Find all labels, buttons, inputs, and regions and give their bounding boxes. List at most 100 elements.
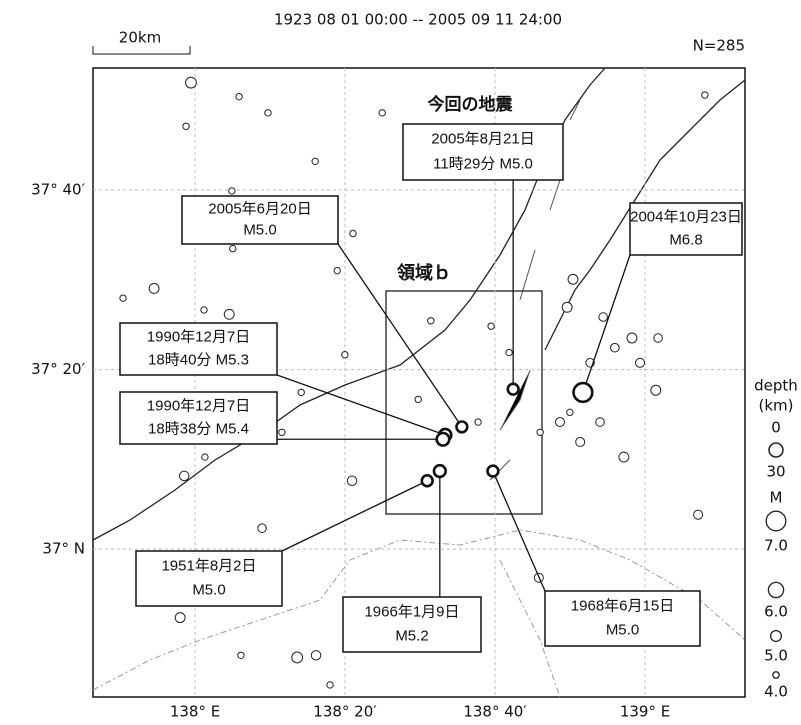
leader-line: [492, 470, 546, 592]
magnitude-label: 7.0: [764, 537, 788, 555]
leader-line: [582, 254, 631, 393]
epicenter: [487, 322, 495, 330]
epicenter: [235, 92, 243, 101]
callout-text: 1968年6月15日: [571, 597, 674, 614]
epicenter: [536, 428, 544, 436]
epicenter: [575, 436, 586, 447]
leader-line: [276, 374, 446, 436]
epicenter: [119, 294, 127, 302]
epicenter: [653, 333, 663, 343]
epicenter: [554, 417, 565, 428]
epicenter: [148, 282, 160, 294]
epicenter: [185, 76, 197, 89]
epicenter: [297, 388, 305, 397]
epicenter: [326, 681, 334, 689]
scale-label: 20km: [119, 29, 161, 47]
current-label: 今回の地震: [428, 94, 514, 115]
event-count: N=285: [693, 37, 745, 55]
magnitude-label: 5.0: [764, 647, 788, 665]
callout-text: 18時38分 M5.4: [148, 420, 249, 437]
callout-text: 2005年6月20日: [208, 200, 311, 217]
epicenter: [278, 428, 286, 436]
epicenter: [182, 122, 190, 130]
region-b-box: [385, 290, 543, 515]
callout-text: 2005年8月21日: [431, 131, 534, 148]
epicenter: [566, 408, 574, 417]
map-frame: [92, 67, 746, 698]
epicenter: [650, 384, 662, 396]
legend-title: M: [770, 489, 783, 507]
callout-text: 11時29分 M5.0: [433, 155, 533, 172]
epicenter: [291, 651, 304, 664]
epicenter: [333, 266, 341, 275]
callout-text: M5.2: [395, 628, 428, 645]
magnitude-key: [769, 629, 783, 643]
callout-box: [629, 202, 743, 256]
epicenter: [200, 306, 208, 314]
epicenter: [264, 109, 272, 117]
y-tick-label: 37° 40′: [31, 181, 85, 199]
x-tick-label: 139° E: [620, 703, 670, 721]
magnitude-key: [772, 671, 780, 679]
epicenter: [474, 418, 482, 426]
callout-box: [119, 391, 278, 445]
callout-box: [135, 550, 283, 607]
callout-text: 1966年1月9日: [364, 603, 459, 620]
epicenter: [257, 523, 267, 533]
x-tick-label: 138° 40′: [463, 703, 527, 721]
faults: [489, 99, 581, 481]
epicenter: [701, 91, 709, 99]
callout-text: 1990年12月7日: [147, 329, 250, 346]
epicenter: [618, 451, 630, 463]
legend-unit: (km): [758, 397, 793, 415]
epicenter: [561, 301, 573, 313]
annotated-epicenter: [432, 463, 447, 479]
leader-line: [337, 243, 463, 428]
magnitude-key: [765, 510, 787, 532]
y-tick-label: 37° 20′: [31, 360, 85, 378]
epicenter: [341, 351, 349, 359]
epicenter: [414, 395, 422, 404]
epicenter: [174, 612, 186, 624]
epicenter: [229, 244, 237, 253]
epicenter: [346, 475, 358, 487]
region-label: 領域ｂ: [397, 262, 451, 284]
epicenter: [178, 470, 190, 482]
callout-text: M5.0: [606, 622, 639, 639]
epicenter: [201, 453, 209, 461]
legend-title: depth: [754, 377, 798, 395]
epicenter: [635, 357, 646, 368]
y-tick-label: 37° N: [42, 540, 85, 558]
callout-text: 1990年12月7日: [147, 398, 250, 415]
annotated-epicenter: [506, 382, 520, 396]
callout-text: 1951年8月2日: [161, 557, 256, 574]
x-tick-label: 138° E: [170, 703, 220, 721]
magnitude-label: 4.0: [764, 683, 788, 701]
epicenter: [223, 308, 235, 320]
annotated-epicenter: [486, 464, 500, 478]
leader-line: [281, 480, 428, 552]
callout-text: M6.8: [669, 231, 702, 248]
epicenter: [626, 332, 638, 344]
magnitude-key: [767, 581, 785, 599]
annotated-epicenter: [455, 420, 469, 434]
x-tick-label: 138° 20′: [313, 703, 377, 721]
callout-box: [402, 123, 564, 181]
callout-box: [119, 322, 278, 376]
annotated-epicenter: [435, 431, 451, 447]
depth-label: 30: [766, 463, 785, 481]
epicenter: [598, 312, 608, 322]
scale-bar: [92, 46, 191, 55]
epicenter: [427, 317, 435, 325]
epicenter: [693, 509, 704, 520]
epicenter: [505, 348, 513, 357]
epicenter: [610, 342, 620, 353]
epicenter: [349, 229, 357, 238]
callout-text: M5.0: [243, 222, 276, 239]
epicenter: [378, 109, 386, 117]
callout-text: M5.0: [192, 582, 225, 599]
depth-label: 0: [771, 419, 781, 437]
epicenter: [310, 650, 322, 661]
depth-key: [768, 442, 784, 458]
